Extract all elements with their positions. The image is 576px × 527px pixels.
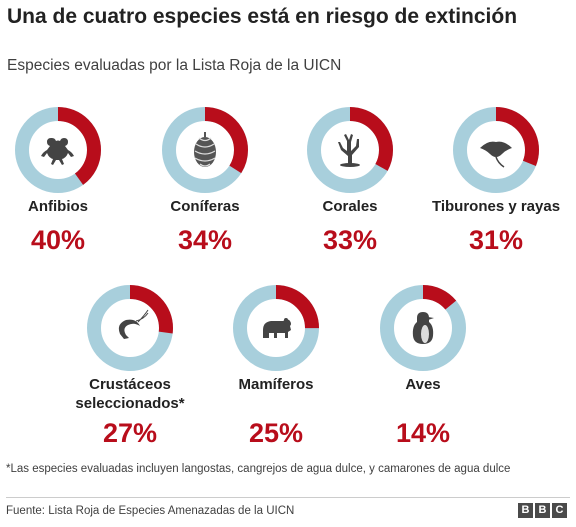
logo-letter: B xyxy=(518,503,533,518)
donut-at-risk-arc xyxy=(162,107,248,193)
chart-title: Una de cuatro especies está en riesgo de… xyxy=(7,5,518,28)
donut-chart xyxy=(380,285,466,371)
donut-chart xyxy=(307,107,393,193)
donut-chart xyxy=(15,107,101,193)
pinecone-icon xyxy=(194,132,216,167)
category-label: Corales xyxy=(322,198,378,215)
ray-icon xyxy=(480,141,512,168)
donut-chart xyxy=(233,285,319,371)
category-label: Coníferas xyxy=(170,198,240,215)
percentage-label: 33% xyxy=(322,225,378,255)
coral-icon xyxy=(338,134,360,167)
category-label: Crustáceos seleccionados* xyxy=(75,376,185,412)
category-label: Anfibios xyxy=(28,198,88,215)
logo-letter: B xyxy=(535,503,550,518)
category-label: Tiburones y rayas xyxy=(431,198,561,215)
frog-icon xyxy=(41,138,74,165)
donut-at-risk-arc xyxy=(453,107,539,193)
percentage-label: 27% xyxy=(102,418,158,448)
category-label: Aves xyxy=(405,376,441,393)
shrimp-icon xyxy=(118,309,149,339)
percentage-label: 40% xyxy=(30,225,86,255)
donut-at-risk-arc xyxy=(15,107,101,193)
percentage-label: 31% xyxy=(468,225,524,255)
donut-chart xyxy=(162,107,248,193)
donut-chart xyxy=(453,107,539,193)
percentage-label: 34% xyxy=(177,225,233,255)
donut-chart xyxy=(87,285,173,371)
bear-icon xyxy=(263,318,291,338)
percentage-label: 25% xyxy=(248,418,304,448)
divider xyxy=(6,497,570,498)
bbc-logo: B B C xyxy=(518,503,567,518)
percentage-label: 14% xyxy=(395,418,451,448)
penguin-icon xyxy=(412,312,434,344)
logo-letter: C xyxy=(552,503,567,518)
source-note: Fuente: Lista Roja de Especies Amenazada… xyxy=(6,505,295,517)
donut-at-risk-arc xyxy=(307,107,393,193)
donut-at-risk-arc xyxy=(233,285,319,371)
category-label: Mamíferos xyxy=(238,376,314,393)
donut-at-risk-arc xyxy=(87,285,173,371)
donut-at-risk-arc xyxy=(380,285,466,371)
footnote: *Las especies evaluadas incluyen langost… xyxy=(6,463,511,475)
chart-subtitle: Especies evaluadas por la Lista Roja de … xyxy=(7,57,342,74)
